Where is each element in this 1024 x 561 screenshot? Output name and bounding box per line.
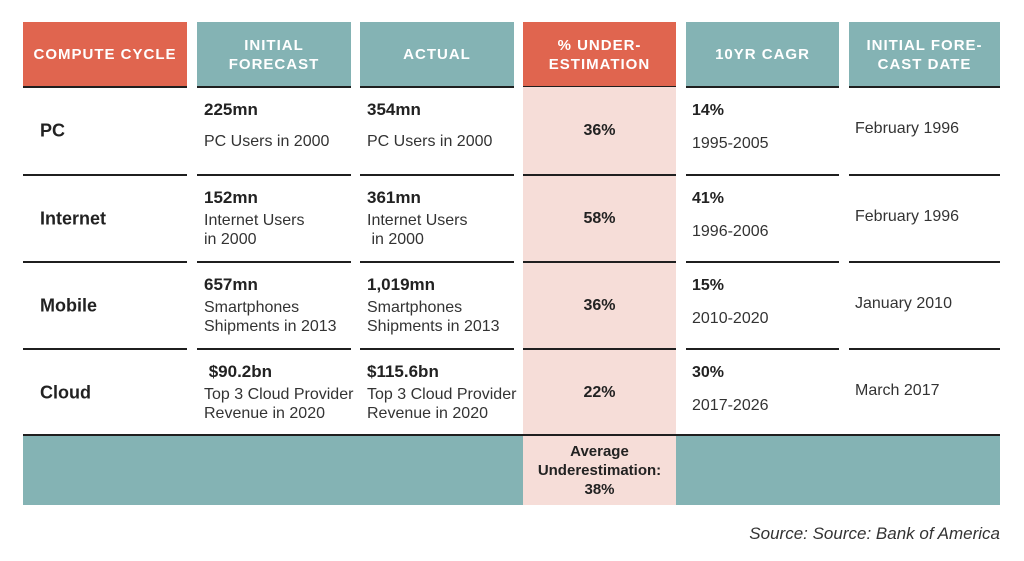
actual-value: 1,019mn — [367, 275, 436, 294]
actual-value: 361mn — [367, 188, 421, 207]
header-rule — [197, 86, 351, 88]
header-label: INITIAL FORE- — [866, 36, 983, 54]
footer-estimation: Average Underestimation: 38% — [523, 435, 676, 505]
cagr-value: 15% — [692, 277, 725, 294]
row-rule — [360, 261, 514, 263]
header-cell: 10YR CAGR — [686, 22, 839, 87]
initial-note: in 2000 — [204, 231, 257, 248]
header-label: CAST DATE — [877, 55, 972, 73]
header-label: 10YR CAGR — [715, 46, 810, 63]
cagr-value: 41% — [692, 190, 725, 207]
initial-note: PC Users in 2000 — [204, 133, 330, 150]
row-rule — [686, 261, 839, 263]
row-rule — [849, 348, 1000, 350]
initial-note: Revenue in 2020 — [204, 405, 325, 422]
row-rule — [849, 174, 1000, 176]
header-label: ACTUAL — [403, 46, 471, 63]
actual-value: $115.6bn — [367, 362, 439, 381]
footer-label: 38% — [584, 480, 615, 498]
row-rule — [360, 174, 514, 176]
row-rule — [23, 261, 187, 263]
actual-value: 354mn — [367, 100, 421, 119]
row-rule — [360, 348, 514, 350]
header-label: INITIAL — [244, 36, 304, 54]
footer-label: Underestimation: — [537, 461, 662, 479]
row-rule — [686, 174, 839, 176]
underestimation: 36% — [583, 296, 616, 314]
actual-note: PC Users in 2000 — [367, 133, 493, 150]
header-cell: INITIAL FORECAST — [197, 22, 351, 87]
source: Source: Source: Bank of America — [749, 524, 1000, 543]
header-rule — [686, 86, 839, 88]
initial-value: 225mn — [204, 100, 258, 119]
header-label: FORECAST — [228, 55, 320, 73]
underestimation: 36% — [583, 121, 616, 139]
footer-rule — [23, 434, 1000, 436]
header-cell: ACTUAL — [360, 22, 514, 87]
cagr-period: 1995-2005 — [692, 135, 769, 152]
actual-note: Internet Users — [367, 212, 468, 229]
header-cell: INITIAL FORE- CAST DATE — [849, 22, 1000, 87]
header-cell: % UNDER- ESTIMATION — [523, 22, 676, 87]
cagr-value: 30% — [692, 364, 725, 381]
header-rule — [360, 86, 514, 88]
footer-band — [23, 435, 523, 505]
forecast-date: March 2017 — [855, 381, 940, 399]
cycle-name: Mobile — [40, 295, 97, 315]
actual-note: in 2000 — [367, 231, 424, 248]
initial-note: Top 3 Cloud Provider — [204, 386, 354, 403]
row-rule — [197, 348, 351, 350]
actual-note: Top 3 Cloud Provider — [367, 386, 517, 403]
header-rule — [23, 86, 187, 88]
initial-note: Internet Users — [204, 212, 305, 229]
cagr-period: 1996-2006 — [692, 223, 769, 240]
header-rule — [849, 86, 1000, 88]
row-rule — [197, 174, 351, 176]
cagr-period: 2010-2020 — [692, 310, 769, 327]
forecast-date: February 1996 — [855, 119, 960, 137]
row-rule — [686, 348, 839, 350]
cagr-period: 2017-2026 — [692, 397, 769, 414]
row-rule — [849, 261, 1000, 263]
underestimation: 22% — [583, 383, 616, 401]
actual-note: Smartphones — [367, 299, 463, 316]
row-rule — [23, 348, 187, 350]
actual-note: Shipments in 2013 — [367, 318, 500, 335]
cycle-name: PC — [40, 120, 66, 140]
footer-label: Average — [570, 442, 629, 460]
header-label: ESTIMATION — [548, 55, 651, 73]
footer-band — [676, 435, 1000, 505]
row-rule — [523, 174, 676, 176]
header-cell: COMPUTE CYCLE — [23, 22, 187, 87]
forecast-date: February 1996 — [855, 207, 960, 225]
header-label: % UNDER- — [557, 36, 642, 54]
initial-note: Smartphones — [204, 299, 300, 316]
underestimation: 58% — [583, 209, 616, 227]
cagr-value: 14% — [692, 102, 725, 119]
row-rule — [523, 261, 676, 263]
actual-note: Revenue in 2020 — [367, 405, 488, 422]
cycle-name: Internet — [40, 208, 107, 228]
initial-value: $90.2bn — [204, 362, 273, 381]
row-rule — [523, 348, 676, 350]
initial-value: 657mn — [204, 275, 258, 294]
row-rule — [23, 174, 187, 176]
initial-value: 152mn — [204, 188, 258, 207]
cycle-name: Cloud — [40, 382, 91, 402]
forecast-date: January 2010 — [855, 294, 952, 312]
row-rule — [197, 261, 351, 263]
initial-note: Shipments in 2013 — [204, 318, 337, 335]
header-label: COMPUTE CYCLE — [33, 46, 177, 63]
